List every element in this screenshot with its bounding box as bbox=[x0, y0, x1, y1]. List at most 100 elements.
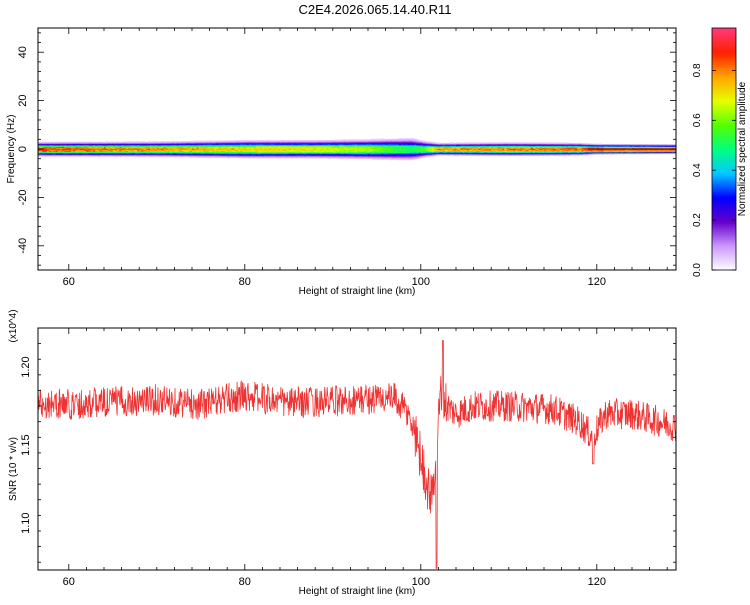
spectrogram-cell bbox=[66, 149, 70, 151]
spectrogram-cell bbox=[293, 142, 296, 144]
spectrogram-cell bbox=[368, 147, 371, 149]
spectrogram-cell bbox=[79, 146, 83, 148]
spectrogram-cell bbox=[374, 147, 378, 149]
spectrogram-cell bbox=[53, 146, 57, 148]
spectrogram-cell bbox=[95, 152, 98, 154]
spectrogram-cell bbox=[82, 149, 85, 151]
spectrogram-cell bbox=[310, 151, 314, 153]
spectrogram-cell bbox=[38, 147, 41, 149]
spectrogram-cell bbox=[148, 142, 151, 144]
spectrogram-cell bbox=[401, 144, 404, 146]
spectrogram-cell bbox=[260, 149, 263, 151]
spectrogram-cell bbox=[286, 153, 290, 155]
spectrogram-cell bbox=[324, 140, 327, 142]
spectrogram-cell bbox=[368, 150, 371, 152]
spectrogram-cell bbox=[49, 149, 52, 151]
spectrogram-cell bbox=[132, 154, 136, 156]
spectrogram-cell bbox=[112, 148, 116, 150]
spectrogram-cell bbox=[326, 150, 329, 152]
spectrogram-cell bbox=[266, 150, 270, 152]
spectrogram-cell bbox=[291, 152, 294, 154]
spectrogram-cell bbox=[57, 147, 61, 149]
spectrogram-cell bbox=[365, 144, 369, 146]
spectrogram-cell bbox=[214, 151, 217, 153]
spectrogram-cell bbox=[216, 141, 219, 143]
spectrogram-cell bbox=[328, 152, 332, 154]
spectrogram-cell bbox=[130, 155, 134, 157]
spectrogram-cell bbox=[361, 143, 365, 145]
spectrogram-cell bbox=[214, 155, 217, 157]
spectrogram-cell bbox=[304, 141, 307, 143]
spectrogram-cell bbox=[341, 145, 345, 147]
spectrogram-cell bbox=[346, 150, 349, 152]
spectrogram-cell bbox=[231, 150, 235, 152]
spectrogram-cell bbox=[225, 140, 228, 142]
spectrogram-cell bbox=[185, 142, 189, 144]
spectrogram-cell bbox=[236, 150, 239, 152]
spectrogram-cell bbox=[370, 151, 373, 153]
spectrogram-cell bbox=[57, 141, 61, 143]
spectrogram-cell bbox=[390, 157, 393, 159]
spectrogram-cell bbox=[273, 153, 277, 155]
spectrogram-cell bbox=[354, 146, 358, 148]
spectrogram-cell bbox=[198, 156, 202, 158]
spectrogram-cell bbox=[205, 142, 208, 144]
spectrogram-cell bbox=[260, 145, 263, 147]
spectrogram-cell bbox=[128, 151, 131, 153]
spectrogram-cell bbox=[414, 150, 417, 152]
spectrogram-cell bbox=[167, 145, 171, 147]
spectrogram-cell bbox=[335, 142, 338, 144]
spectrogram-cell bbox=[396, 156, 400, 158]
spectrogram-cell bbox=[409, 141, 413, 143]
spectrogram-cell bbox=[372, 155, 376, 157]
spectrogram-cell bbox=[401, 156, 404, 158]
spectrogram-cell bbox=[181, 154, 184, 156]
spectrogram-cell bbox=[396, 154, 400, 156]
spectrogram-cell bbox=[40, 151, 43, 153]
spectrogram-cell bbox=[405, 147, 409, 149]
spectrogram-cell bbox=[110, 153, 114, 155]
spectrogram-cell bbox=[99, 143, 103, 145]
spectrogram-cell bbox=[337, 148, 340, 150]
spectrogram-cell bbox=[291, 156, 294, 158]
spectrogram-cell bbox=[79, 147, 83, 149]
spectrogram-cell bbox=[304, 150, 307, 152]
spectrogram-cell bbox=[148, 141, 151, 143]
spectrogram-cell bbox=[207, 144, 211, 146]
spectrogram-cell bbox=[126, 150, 129, 152]
spectrogram-cell bbox=[176, 145, 180, 147]
spectrogram-cell bbox=[139, 150, 142, 152]
spectrogram-cell bbox=[152, 149, 156, 151]
spectrogram-cell bbox=[273, 141, 277, 143]
spectrogram-cell bbox=[341, 156, 345, 158]
spectrogram-cell bbox=[154, 151, 158, 153]
spectrogram-cell bbox=[293, 157, 296, 159]
spectrogram-cell bbox=[330, 144, 334, 146]
spectrogram-cell bbox=[84, 147, 87, 149]
spectrogram-cell bbox=[321, 156, 325, 158]
spectrogram-cell bbox=[346, 147, 349, 149]
spectrogram-cell bbox=[394, 144, 398, 146]
spectrogram-cell bbox=[282, 143, 285, 145]
spectrogram-cell bbox=[396, 139, 400, 141]
spectrogram-cell bbox=[273, 142, 277, 144]
spectrogram-cell bbox=[374, 142, 378, 144]
spectrogram-cell bbox=[365, 142, 369, 144]
spectrogram-cell bbox=[84, 152, 87, 154]
spectrogram-cell bbox=[251, 149, 255, 151]
spectrogram-cell bbox=[313, 145, 316, 147]
spectrogram-cell bbox=[348, 139, 351, 141]
spectrogram-cell bbox=[332, 142, 336, 144]
spectrogram-cell bbox=[231, 145, 235, 147]
spectrogram-cell bbox=[211, 148, 215, 150]
spectrogram-cell bbox=[139, 148, 142, 150]
spectrogram-cell bbox=[218, 146, 222, 148]
spectrogram-cell bbox=[317, 144, 321, 146]
spectrogram-cell bbox=[165, 154, 169, 156]
spectrogram-cell bbox=[418, 153, 422, 155]
spectrogram-cell bbox=[242, 145, 246, 147]
spectrogram-cell bbox=[174, 147, 178, 149]
spectrogram-cell bbox=[178, 152, 182, 154]
spectrogram-cell bbox=[403, 149, 406, 151]
spectrogram-cell bbox=[264, 155, 268, 157]
